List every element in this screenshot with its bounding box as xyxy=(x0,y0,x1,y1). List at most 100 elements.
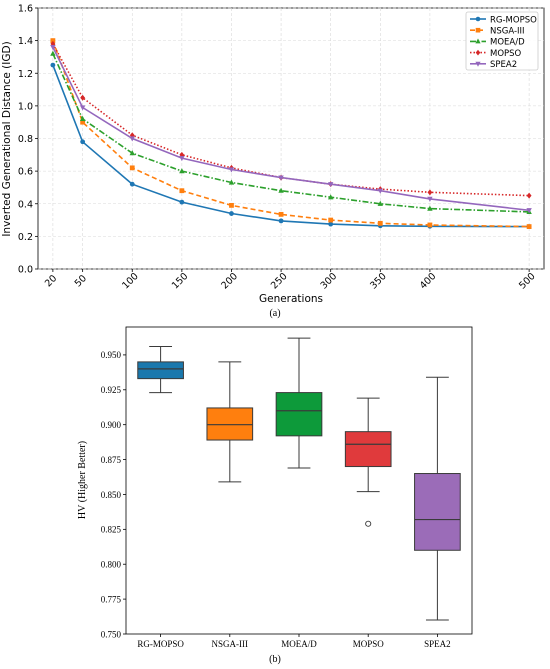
igd-x-tick-label: 150 xyxy=(170,271,191,292)
igd-y-tick-label: 0.0 xyxy=(18,265,33,276)
data-point xyxy=(50,62,56,68)
igd-x-tick-label: 300 xyxy=(319,271,340,292)
data-point xyxy=(129,165,135,171)
hv-y-axis: 0.750 0.775 0.800 0.825 0.850 0.875 0.900 0.925… xyxy=(101,350,126,639)
data-point xyxy=(327,194,334,200)
data-point xyxy=(427,196,433,202)
data-point xyxy=(278,211,284,217)
box-spea2 xyxy=(414,376,461,621)
data-point xyxy=(278,218,284,224)
igd-y-axis: 0.0 0.2 0.4 0.6 0.8 1.0 1.2 1.4 1.6 xyxy=(18,4,38,276)
data-point xyxy=(80,119,86,125)
igd-gridlines xyxy=(38,7,544,270)
igd-x-tick-label: 350 xyxy=(368,271,389,292)
igd-y-tick-label: 0.6 xyxy=(18,167,33,178)
igd-x-axis: 20 50 100 150 200 250 300 350 400 500 xyxy=(43,269,538,292)
data-point xyxy=(50,38,56,44)
data-point xyxy=(50,45,56,51)
data-point xyxy=(327,182,334,188)
data-point xyxy=(377,188,383,194)
box-rg-mopso xyxy=(137,346,184,394)
legend-label: RG-MOPSO xyxy=(490,15,537,25)
legend-label: SPEA2 xyxy=(490,60,517,70)
data-point xyxy=(328,221,334,227)
series-line xyxy=(52,40,530,228)
box-iqr xyxy=(206,407,254,441)
box-iqr xyxy=(344,431,392,468)
data-point xyxy=(80,139,86,145)
data-point xyxy=(50,50,56,56)
data-point xyxy=(526,192,532,199)
data-point xyxy=(179,199,185,205)
igd-y-tick-label: 0.8 xyxy=(18,134,33,145)
data-point xyxy=(377,200,383,206)
hv-x-axis: RG-MOPSO NSGA-III MOEA/D MOPSO SPEA2 xyxy=(137,634,451,649)
hv-y-tick-label: 0.825 xyxy=(101,525,122,535)
igd-y-tick-label: 1.6 xyxy=(18,4,33,15)
hv-x-tick-label: MOPSO xyxy=(353,639,385,649)
legend-label: MOEA/D xyxy=(490,38,525,48)
series-nsga-iii xyxy=(50,38,532,229)
legend-label: MOPSO xyxy=(490,49,522,59)
data-point xyxy=(526,224,532,229)
data-point xyxy=(328,217,334,223)
igd-y-tick-label: 0.4 xyxy=(18,199,33,210)
igd-y-tick-label: 1.2 xyxy=(18,69,33,80)
data-point xyxy=(80,94,86,101)
data-point xyxy=(229,211,234,216)
data-point xyxy=(427,222,433,228)
legend-label: NSGA-III xyxy=(490,27,525,37)
hv-x-tick-label: MOEA/D xyxy=(281,639,317,649)
hv-y-tick-label: 0.850 xyxy=(101,490,122,500)
series-line xyxy=(52,53,530,213)
caption-a: (a) xyxy=(269,308,280,319)
legend-item: MOPSO xyxy=(470,49,522,59)
box-nsga-iii xyxy=(206,361,254,483)
hv-x-tick-label: RG-MOPSO xyxy=(137,639,184,649)
data-point xyxy=(179,188,185,194)
igd-y-tick-label: 0.2 xyxy=(18,232,33,243)
series-line xyxy=(52,64,530,228)
igd-x-tick-label: 200 xyxy=(219,271,240,292)
igd-x-tick-label: 100 xyxy=(120,271,141,292)
box-mopso xyxy=(344,397,392,527)
data-point xyxy=(179,168,185,174)
series-moea-d xyxy=(50,50,532,215)
hv-x-tick-label: NSGA-III xyxy=(212,639,249,649)
igd-x-tick-label: 20 xyxy=(43,273,59,289)
hv-y-tick-label: 0.775 xyxy=(101,594,122,604)
hv-y-tick-label: 0.925 xyxy=(101,385,122,395)
data-point xyxy=(278,175,284,181)
hv-y-tick-label: 0.950 xyxy=(101,350,122,360)
data-point xyxy=(179,155,185,162)
igd-x-tick-label: 50 xyxy=(73,273,89,289)
data-point xyxy=(129,136,135,142)
hv-x-tick-label: SPEA2 xyxy=(424,639,451,649)
igd-x-tick-label: 400 xyxy=(418,271,439,292)
legend-frame xyxy=(465,11,539,71)
data-point xyxy=(228,179,235,185)
caption-b: (b) xyxy=(269,654,281,665)
hv-y-tick-label: 0.800 xyxy=(101,560,122,570)
igd-x-tick-label: 250 xyxy=(269,271,290,292)
data-point xyxy=(427,189,433,196)
data-point xyxy=(427,205,433,211)
igd-series xyxy=(50,38,532,229)
data-point xyxy=(129,181,135,187)
data-point xyxy=(229,202,234,208)
igd-x-tick-label: 500 xyxy=(517,271,538,292)
hv-box-plot: 0.750 0.775 0.800 0.825 0.850 0.875 0.900 0.925… xyxy=(77,326,473,649)
igd-y-axis-label: Inverted Generational Distance (IGD) xyxy=(1,41,13,236)
data-point xyxy=(377,220,383,226)
legend-item: NSGA-III xyxy=(470,27,525,37)
hv-boxes xyxy=(137,337,461,621)
data-point xyxy=(79,115,86,122)
box-iqr xyxy=(414,473,461,551)
series-spea2 xyxy=(50,45,532,214)
data-point xyxy=(228,167,235,173)
igd-line-chart: 0.00.20.40.60.81.01.21.41.6 20 50 100 150 20… xyxy=(1,4,545,305)
legend-item: SPEA2 xyxy=(470,60,517,70)
outlier-point xyxy=(365,520,372,527)
